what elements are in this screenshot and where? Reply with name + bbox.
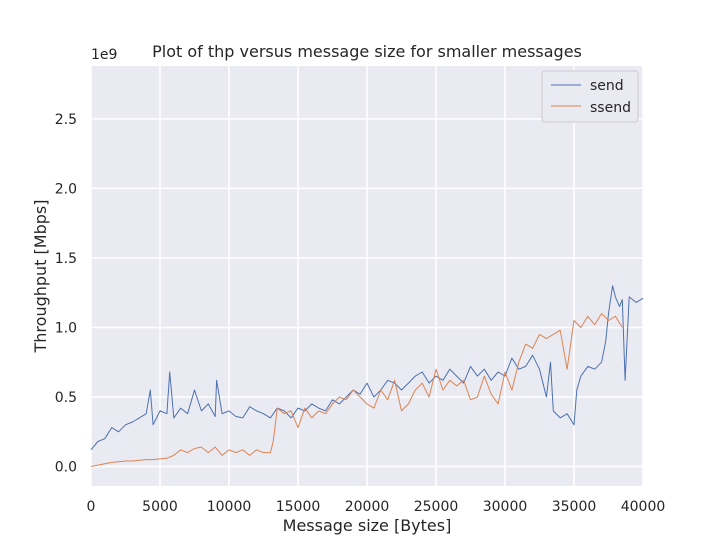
x-tick-labels: 0 5000 10000 15000 20000 25000 30000 35000 40000	[87, 499, 666, 515]
x-gridlines	[90, 66, 644, 486]
x-tick-label: 10000	[207, 499, 252, 515]
y-tick-label: 1.5	[55, 251, 77, 267]
y-tick-label: 2.5	[55, 112, 77, 128]
series-line-ssend	[90, 313, 623, 467]
y-axis-label: Throughput [Mbps]	[31, 200, 50, 354]
y-offset-label: 1e9	[91, 47, 117, 63]
legend-label-send: send	[590, 78, 624, 94]
x-axis-label: Message size [Bytes]	[283, 516, 452, 535]
x-tick-label: 0	[87, 499, 96, 515]
x-tick-label: 5000	[142, 499, 178, 515]
y-tick-labels: 0.0 0.5 1.0 1.5 2.0 2.5	[55, 112, 77, 476]
y-gridlines	[91, 118, 643, 468]
x-tick-label: 30000	[483, 499, 528, 515]
legend-label-ssend: ssend	[590, 100, 631, 116]
x-tick-label: 20000	[345, 499, 390, 515]
x-tick-label: 35000	[552, 499, 597, 515]
legend: send ssend	[541, 70, 639, 123]
y-tick-label: 1.0	[55, 320, 77, 336]
legend-box	[541, 70, 639, 123]
x-tick-label: 40000	[621, 499, 666, 515]
chart-title: Plot of thp versus message size for smal…	[152, 42, 582, 61]
series-line-send	[90, 285, 644, 451]
series-layer	[90, 285, 644, 467]
x-tick-label: 15000	[276, 499, 321, 515]
y-tick-label: 0.0	[55, 460, 77, 476]
y-tick-label: 2.0	[55, 181, 77, 197]
x-tick-label: 25000	[414, 499, 459, 515]
y-tick-label: 0.5	[55, 390, 77, 406]
